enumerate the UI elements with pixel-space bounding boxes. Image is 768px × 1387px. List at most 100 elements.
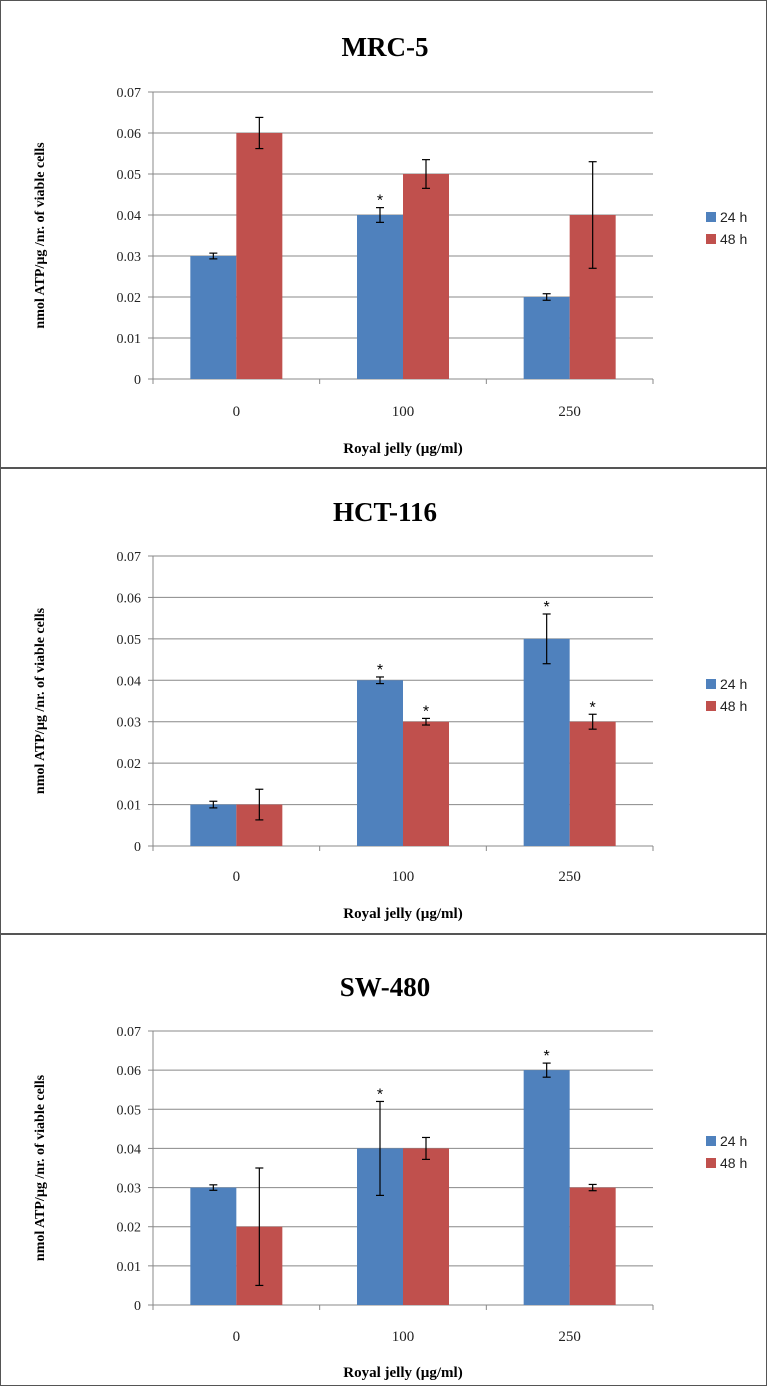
legend-item-48h: 48 h	[706, 695, 747, 717]
error-bar	[255, 1167, 264, 1287]
y-axis-label: nmol ATP/µg /nr. of viable cells	[33, 142, 48, 329]
y-tick-label: 0.06	[117, 127, 142, 142]
bar-48h-100	[403, 174, 449, 379]
x-tick-label: 0	[233, 869, 241, 885]
error-bar	[209, 252, 218, 260]
bar-48h-250	[569, 721, 616, 846]
bar-chart-sw480: SW-480 0 0.01 0.02 0.03 0.04 0.05 0.06 0.07 0 100 *…	[33, 972, 654, 1381]
y-tick-label: 0.01	[117, 799, 142, 814]
error-bar	[422, 1136, 430, 1160]
error-bar	[542, 613, 551, 665]
y-tick-label: 0.07	[117, 550, 142, 565]
y-tick-label: 0	[134, 373, 141, 388]
significance-marker: *	[377, 193, 383, 210]
bar-24h-0	[190, 256, 237, 379]
significance-marker: *	[423, 703, 429, 720]
y-tick-label: 0.07	[117, 86, 142, 101]
bar-24h-250	[523, 638, 570, 846]
error-bar	[422, 717, 430, 726]
y-axis-label: nmol ATP/µg /nr. of viable cells	[33, 1074, 48, 1261]
y-tick-label: 0.04	[117, 209, 142, 224]
y-axis-label: nmol ATP/µg /nr. of viable cells	[33, 607, 48, 794]
error-bar	[542, 293, 551, 301]
chart-legend: 24 h 48 h	[706, 1130, 747, 1174]
error-bar	[588, 161, 597, 269]
legend-swatch-24h	[706, 1136, 716, 1146]
x-axis-label: Royal jelly (µg/ml)	[343, 1365, 462, 1381]
significance-marker: *	[377, 662, 383, 679]
significance-marker: *	[377, 1086, 383, 1103]
legend-label-48h: 48 h	[720, 698, 748, 714]
legend-swatch-48h	[706, 701, 716, 711]
legend-swatch-48h	[706, 1158, 716, 1168]
error-bar	[209, 800, 218, 809]
error-bar	[376, 207, 384, 223]
error-bar	[422, 159, 430, 189]
y-tick-label: 0.04	[117, 674, 142, 689]
y-tick-label: 0.07	[117, 1025, 142, 1040]
legend-item-24h: 24 h	[706, 206, 747, 228]
y-tick-label: 0.04	[117, 1142, 142, 1157]
error-bar	[209, 1184, 218, 1191]
x-tick-label: 0	[233, 404, 241, 420]
y-tick-label: 0.02	[117, 757, 142, 772]
bar-24h-250	[523, 297, 570, 379]
chart-title: MRC-5	[342, 32, 429, 62]
bar-24h-0	[190, 1187, 237, 1305]
legend-label-24h: 24 h	[720, 676, 748, 692]
y-tick-label: 0.01	[117, 1260, 142, 1275]
error-bar	[376, 1100, 384, 1196]
y-tick-label: 0.05	[117, 168, 142, 183]
chart-legend: 24 h 48 h	[706, 206, 747, 250]
y-tick-label: 0.03	[117, 1182, 142, 1197]
y-tick-label: 0	[134, 840, 141, 855]
legend-swatch-24h	[706, 679, 716, 689]
y-tick-label: 0.01	[117, 332, 142, 347]
legend-item-24h: 24 h	[706, 1130, 747, 1152]
chart-title: HCT-116	[333, 497, 437, 527]
y-tick-label: 0	[134, 1299, 141, 1314]
bar-chart-hct116: HCT-116 0 0.01 0.02 0.03 0.04 0.05 0.06 0.07 0 100…	[33, 497, 654, 922]
error-bar	[588, 713, 597, 730]
y-tick-label: 0.05	[117, 633, 142, 648]
bar-48h-100	[403, 1148, 449, 1305]
y-tick-label: 0.02	[117, 1221, 142, 1236]
bar-48h-0	[236, 133, 283, 379]
y-tick-label: 0.03	[117, 250, 142, 265]
error-bar	[588, 1183, 597, 1192]
y-tick-label: 0.06	[117, 591, 142, 606]
error-bar	[255, 116, 264, 150]
x-axis-label: Royal jelly (µg/ml)	[343, 441, 462, 457]
bar-48h-250	[569, 1187, 616, 1305]
bar-24h-100	[357, 680, 403, 846]
x-tick-label: 250	[558, 404, 581, 420]
error-bar	[542, 1062, 551, 1078]
y-tick-label: 0.03	[117, 716, 142, 731]
chart-title: SW-480	[340, 972, 431, 1002]
y-tick-label: 0.05	[117, 1103, 142, 1118]
bar-24h-100	[357, 215, 403, 379]
x-tick-label: 0	[233, 1329, 241, 1345]
bar-48h-100	[403, 721, 449, 846]
bar-chart-mrc5: MRC-5 0 0.01 0.02 0.03 0.04 0.05 0.06 0.07 0 100 * 2…	[33, 32, 654, 457]
y-tick-label: 0.02	[117, 291, 142, 306]
legend-item-48h: 48 h	[706, 1152, 747, 1174]
error-bar	[376, 676, 384, 685]
x-tick-label: 100	[392, 404, 415, 420]
chart-panel-sw480: SW-480 0 0.01 0.02 0.03 0.04 0.05 0.06 0.07 0 100 *…	[0, 934, 767, 1386]
x-axis-label: Royal jelly (µg/ml)	[343, 906, 462, 922]
chart-legend: 24 h 48 h	[706, 673, 747, 717]
significance-marker: *	[590, 699, 596, 716]
y-tick-label: 0.06	[117, 1064, 142, 1079]
legend-item-48h: 48 h	[706, 228, 747, 250]
legend-item-24h: 24 h	[706, 673, 747, 695]
error-bar	[255, 788, 264, 821]
legend-swatch-24h	[706, 212, 716, 222]
legend-label-48h: 48 h	[720, 231, 748, 247]
legend-label-48h: 48 h	[720, 1155, 748, 1171]
x-tick-label: 100	[392, 1329, 415, 1345]
bar-24h-250	[523, 1070, 570, 1305]
bar-24h-0	[190, 804, 237, 846]
legend-label-24h: 24 h	[720, 1133, 748, 1149]
legend-label-24h: 24 h	[720, 209, 748, 225]
